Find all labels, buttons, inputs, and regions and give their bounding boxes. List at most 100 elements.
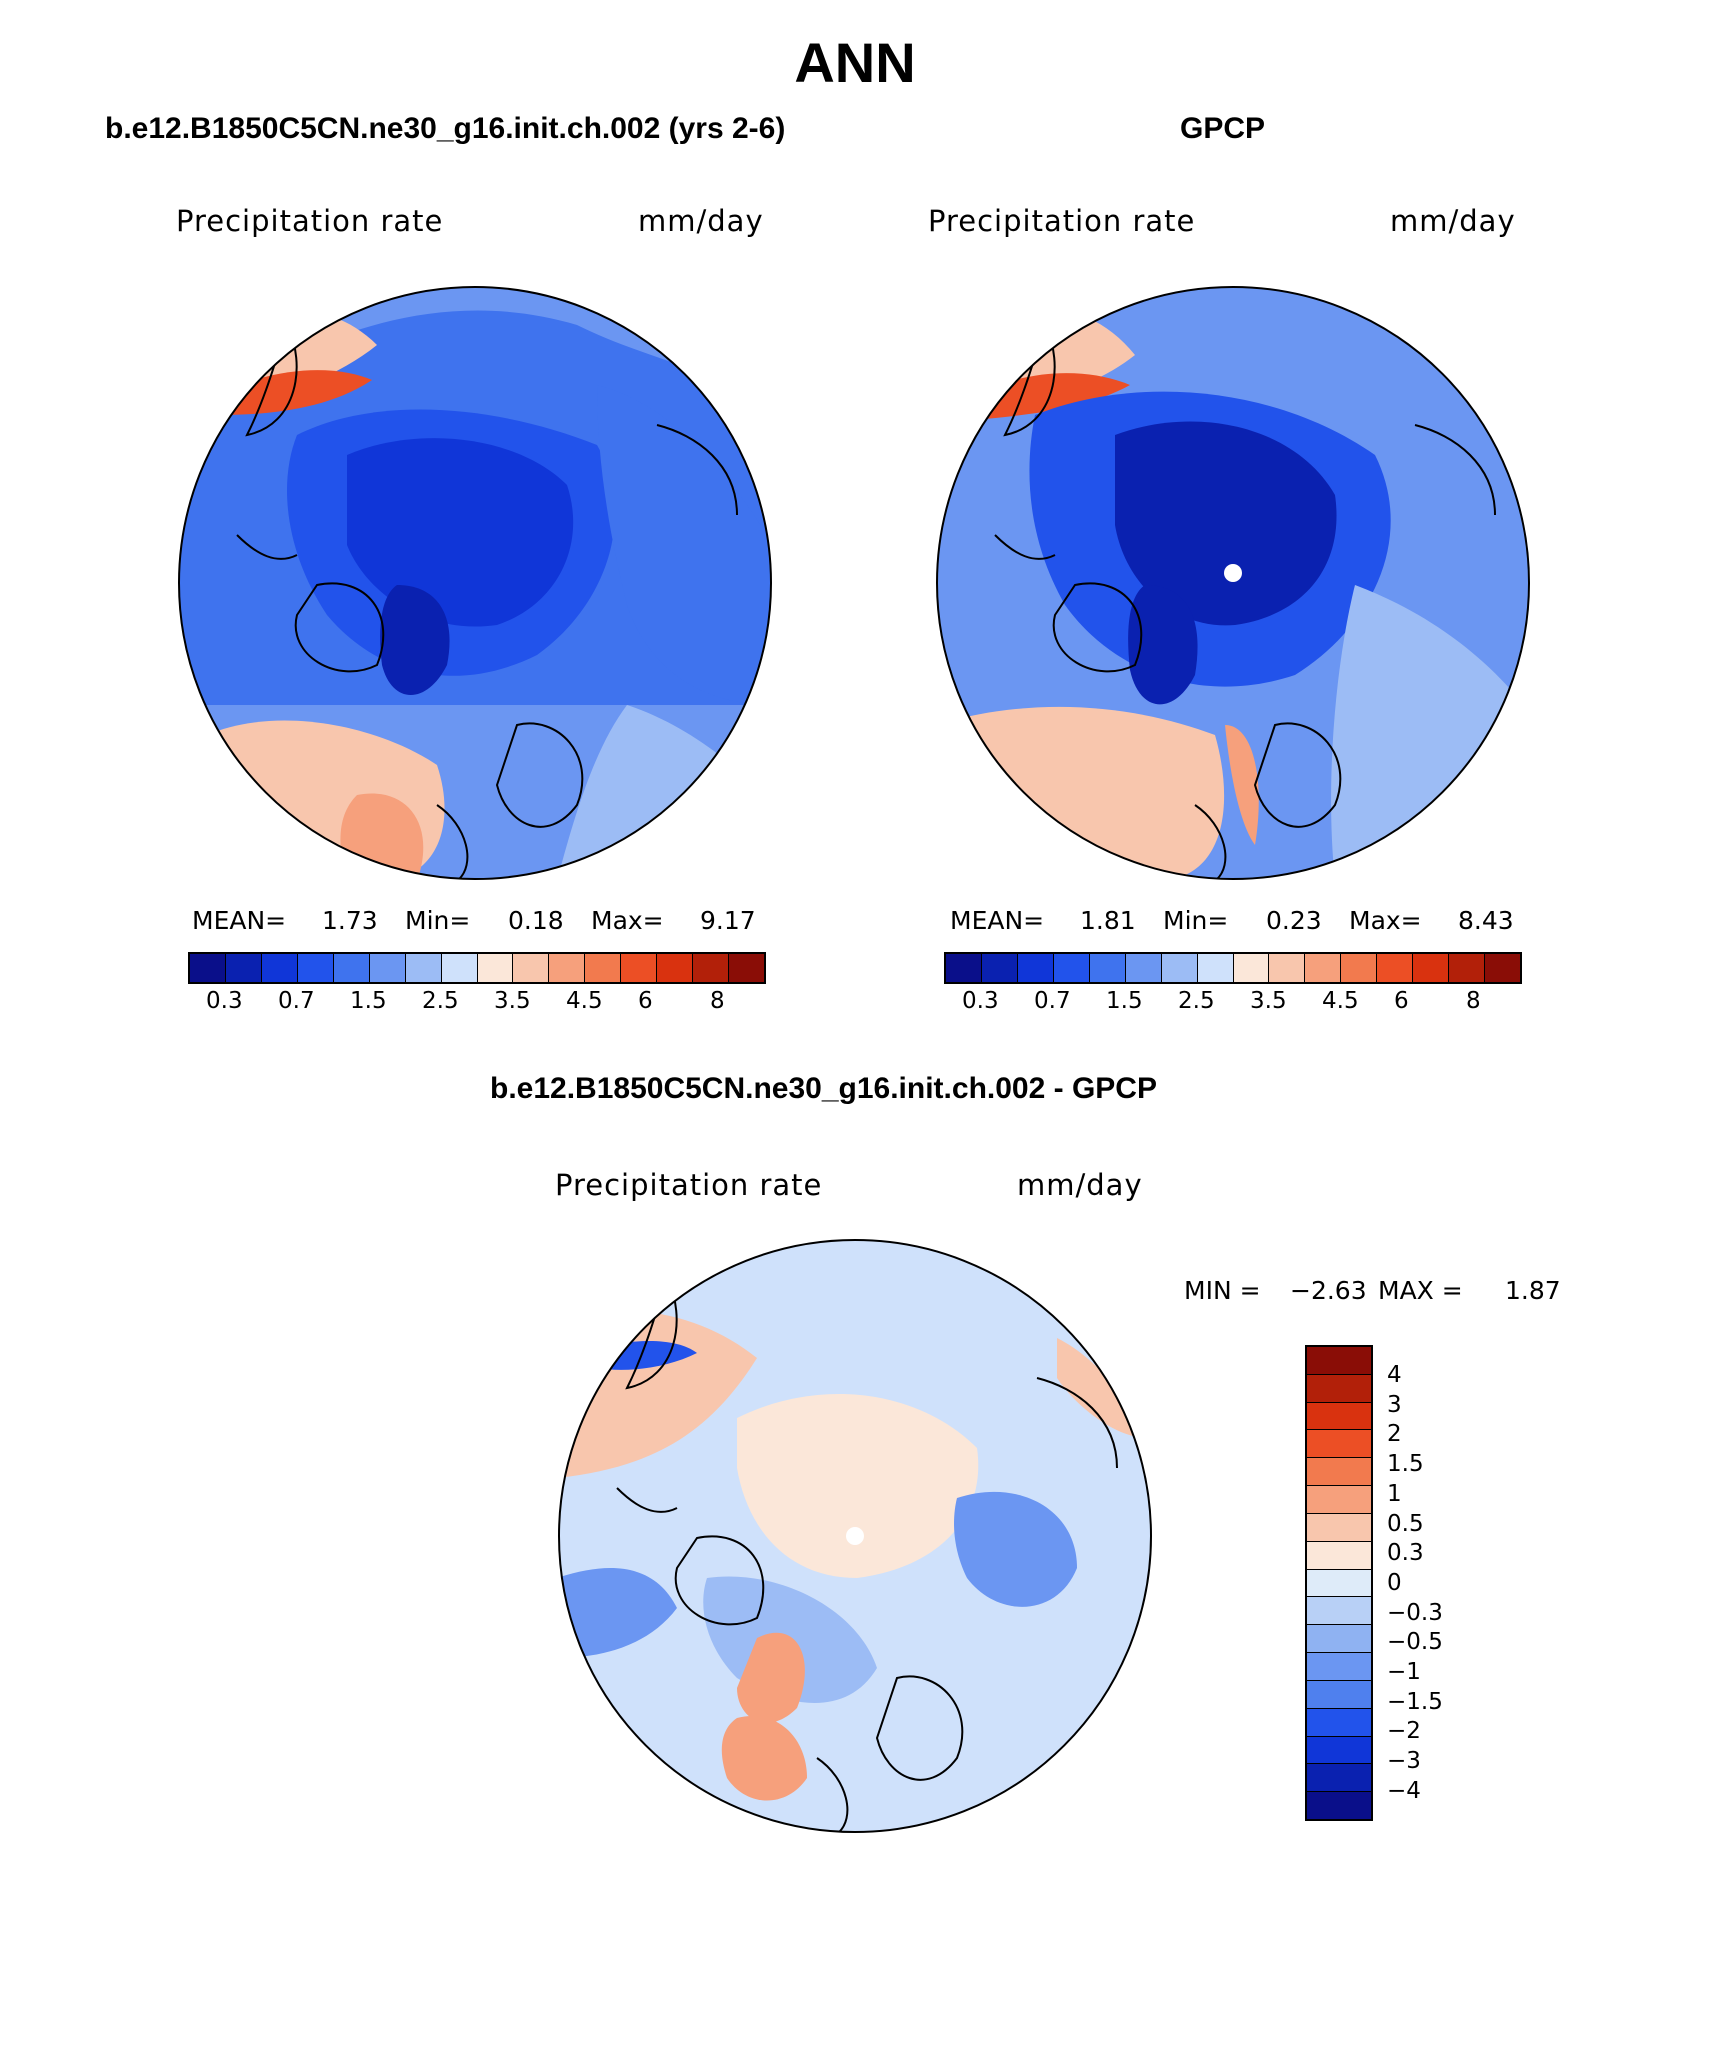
colorbar-swatch — [1307, 1458, 1371, 1487]
colorbar-tick-label: 8 — [710, 988, 725, 1014]
map-region-siberian-deficit — [954, 1491, 1077, 1607]
colorbar-tick-label: −4 — [1387, 1777, 1421, 1804]
colorbar-tick-label: 4.5 — [566, 988, 603, 1014]
colorbar-tick-label: −1.5 — [1387, 1688, 1443, 1715]
map-region-labrador-deficit — [559, 1568, 677, 1658]
colorbar-swatch — [405, 954, 442, 982]
colorbar-swatch — [190, 954, 226, 982]
colorbar-swatch — [981, 954, 1018, 982]
colorbar-tick-label: 2.5 — [1178, 988, 1215, 1014]
colorbar-swatch — [1307, 1597, 1371, 1626]
colorbar-swatch — [585, 954, 622, 982]
map-region-eurasia — [597, 385, 771, 705]
colorbar-swatch — [1307, 1653, 1371, 1681]
colorbar-tick-label: 6 — [1394, 988, 1409, 1014]
colorbar-tick-label: 1.5 — [350, 988, 387, 1014]
diff-min-value: −2.63 — [1290, 1276, 1367, 1305]
obs-mean-value: 1.81 — [1080, 906, 1136, 935]
colorbar-tick-label: 0.3 — [962, 988, 999, 1014]
colorbar-swatch — [477, 954, 514, 982]
colorbar-swatch — [1089, 954, 1126, 982]
colorbar-tick-label: 0.3 — [206, 988, 243, 1014]
colorbar-swatch — [1233, 954, 1270, 982]
map-border — [936, 286, 1530, 880]
colorbar-swatch — [946, 954, 982, 982]
map-region-norwegian-coast — [1225, 725, 1259, 845]
pole-missing-data-dot — [846, 1527, 864, 1545]
colorbar-swatch — [1307, 1374, 1371, 1403]
colorbar-swatch — [1161, 954, 1198, 982]
obs-polar-map — [936, 286, 1530, 880]
colorbar-tick-label: 3.5 — [1250, 988, 1287, 1014]
colorbar-swatch — [1053, 954, 1090, 982]
colorbar-tick-label: 0.3 — [1387, 1540, 1424, 1567]
colorbar-tick-label: −0.5 — [1387, 1629, 1443, 1656]
colorbar-swatch — [513, 954, 550, 982]
colorbar-swatch — [1017, 954, 1054, 982]
colorbar-swatch — [1377, 954, 1414, 982]
diff-min-label: MIN = — [1184, 1276, 1261, 1305]
colorbar-tick-label: −2 — [1387, 1718, 1421, 1745]
diff-max-label: MAX = — [1378, 1276, 1463, 1305]
obs-colorbar — [944, 952, 1522, 984]
colorbar-swatch — [1307, 1792, 1371, 1820]
colorbar-swatch — [1125, 954, 1162, 982]
colorbar-swatch — [1413, 954, 1450, 982]
model-units-label: mm/day — [638, 204, 764, 238]
colorbar-swatch — [693, 954, 730, 982]
model-colorbar — [188, 952, 766, 984]
obs-max-label: Max= — [1349, 906, 1422, 935]
diff-max-value: 1.87 — [1505, 1276, 1561, 1305]
colorbar-tick-label: 0.5 — [1387, 1510, 1424, 1537]
colorbar-tick-label: 3 — [1387, 1391, 1402, 1418]
map-border — [558, 1239, 1152, 1833]
colorbar-tick-label: 4 — [1387, 1362, 1402, 1388]
colorbar-swatch — [1307, 1486, 1371, 1514]
coastlines — [236, 322, 738, 879]
obs-units-label: mm/day — [1390, 204, 1516, 238]
colorbar-swatch — [1307, 1430, 1371, 1459]
colorbar-swatch — [549, 954, 586, 982]
obs-min-value: 0.23 — [1266, 906, 1322, 935]
colorbar-tick-label: 6 — [638, 988, 653, 1014]
colorbar-swatch — [1307, 1625, 1371, 1654]
obs-case-title: GPCP — [1180, 112, 1266, 145]
colorbar-swatch — [1307, 1402, 1371, 1431]
colorbar-tick-label: 2 — [1387, 1421, 1402, 1448]
colorbar-swatch — [1197, 954, 1234, 982]
colorbar-swatch — [369, 954, 406, 982]
model-min-value: 0.18 — [508, 906, 564, 935]
diff-variable-label: Precipitation rate — [555, 1168, 823, 1202]
obs-min-label: Min= — [1163, 906, 1229, 935]
colorbar-swatch — [657, 954, 694, 982]
coastlines — [994, 322, 1496, 879]
colorbar-swatch — [225, 954, 262, 982]
colorbar-swatch — [1307, 1513, 1371, 1542]
map-region-greenland — [380, 585, 450, 695]
map-region-atlantic-excess — [721, 1716, 807, 1801]
colorbar-swatch — [1307, 1347, 1371, 1375]
diff-polar-map — [558, 1239, 1152, 1833]
map-region-arctic-core — [737, 1394, 979, 1578]
colorbar-swatch — [1307, 1708, 1371, 1737]
colorbar-tick-label: −1 — [1387, 1659, 1421, 1685]
model-max-value: 9.17 — [700, 906, 756, 935]
model-variable-label: Precipitation rate — [176, 204, 444, 238]
colorbar-tick-label: 0.7 — [278, 988, 315, 1014]
colorbar-tick-label: 1 — [1387, 1480, 1402, 1507]
diff-units-label: mm/day — [1017, 1168, 1143, 1202]
colorbar-tick-label: −0.3 — [1387, 1599, 1443, 1626]
colorbar-swatch — [621, 954, 658, 982]
map-region-greenland — [1128, 585, 1198, 705]
diff-colorbar — [1305, 1345, 1373, 1821]
map-border — [178, 286, 772, 880]
model-mean-value: 1.73 — [322, 906, 378, 935]
colorbar-swatch — [297, 954, 334, 982]
colorbar-tick-label: 0 — [1387, 1569, 1402, 1596]
colorbar-swatch — [1307, 1569, 1371, 1598]
colorbar-swatch — [1341, 954, 1378, 982]
colorbar-tick-label: 4.5 — [1322, 988, 1359, 1014]
colorbar-swatch — [333, 954, 370, 982]
model-mean-label: MEAN= — [192, 906, 287, 935]
colorbar-swatch — [729, 954, 764, 982]
